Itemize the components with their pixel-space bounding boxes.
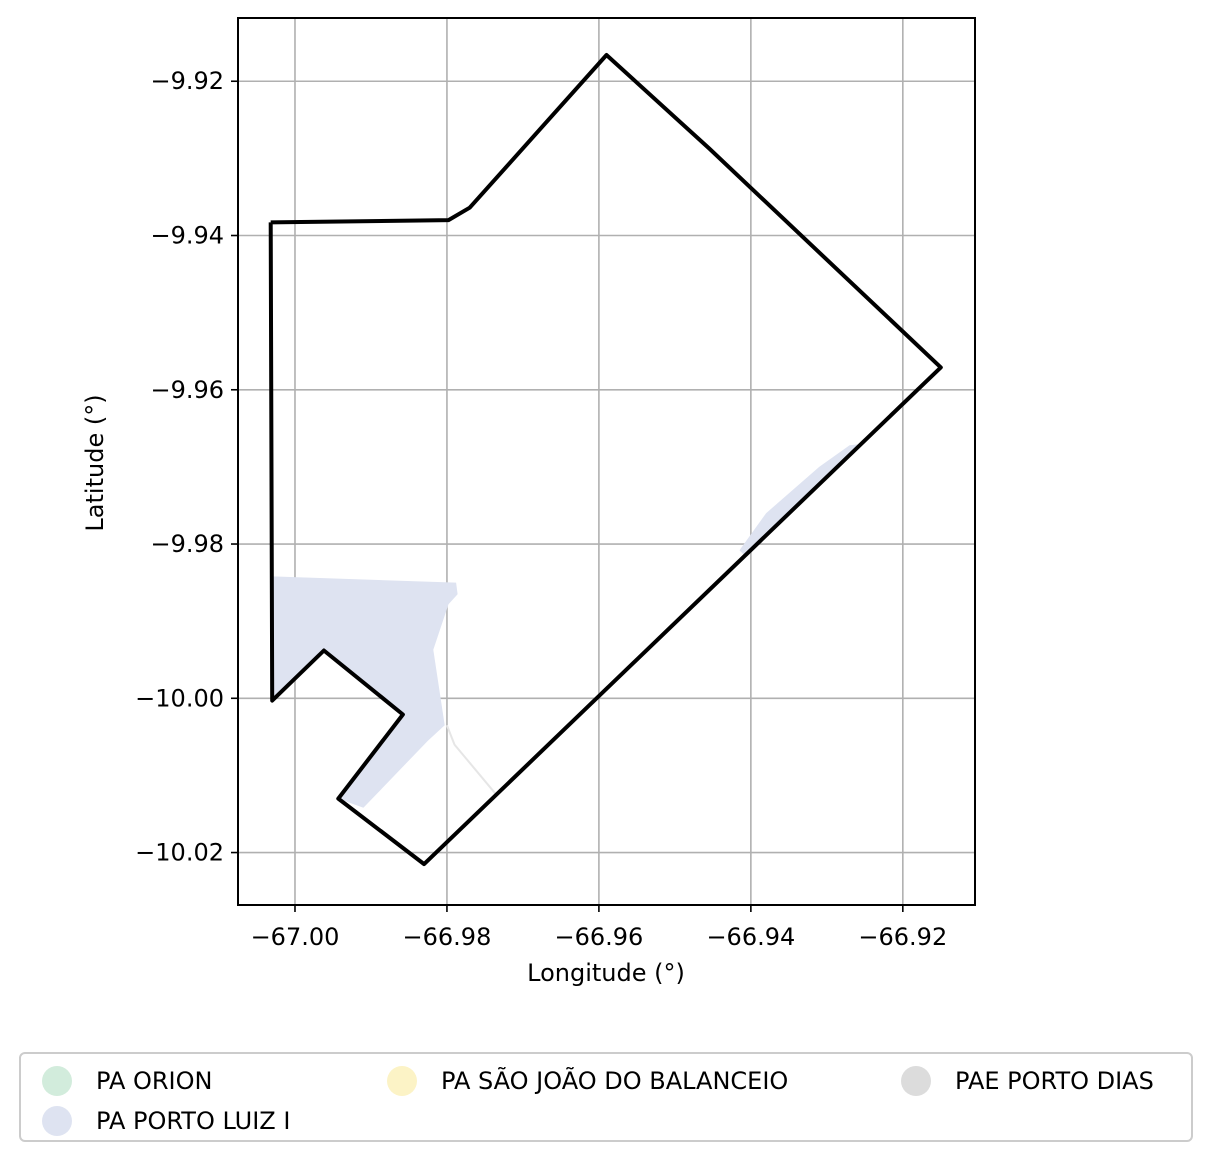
x-tick-label: −66.98 [403, 923, 492, 951]
y-tick-label: −9.92 [150, 67, 224, 95]
municipality-boundary [268, 53, 943, 867]
x-tick-label: −67.00 [251, 923, 340, 951]
y-axis-ticks: −9.92 −9.94 −9.96 −9.98 −10.00 −10.02 [135, 67, 238, 867]
settlement-regions [272, 443, 864, 808]
boundary-line [268, 53, 943, 867]
legend-label: PA ORION [96, 1067, 213, 1095]
legend-label: PA SÃO JOÃO DO BALANCEIO [441, 1067, 789, 1095]
x-axis-label: Longitude (°) [527, 959, 685, 987]
legend-item-pae-porto-dias: PAE PORTO DIAS [901, 1064, 1154, 1098]
legend-swatch [42, 1066, 72, 1096]
legend-label: PA PORTO LUIZ I [96, 1107, 291, 1135]
y-tick-label: −10.00 [135, 684, 224, 712]
faint-lines [445, 724, 498, 796]
y-tick-label: −9.98 [150, 530, 224, 558]
y-tick-label: −10.02 [135, 839, 224, 867]
plot-frame [237, 17, 976, 906]
faint-boundary-line [445, 724, 498, 796]
y-axis-label: Latitude (°) [81, 394, 109, 531]
x-axis-ticks: −67.00 −66.98 −66.96 −66.94 −66.92 [251, 905, 947, 951]
legend-label: PAE PORTO DIAS [955, 1067, 1154, 1095]
y-tick-label: −9.96 [150, 376, 224, 404]
region-polygon [272, 576, 458, 808]
legend-swatch [387, 1066, 417, 1096]
grid-lines [238, 18, 975, 905]
x-tick-label: −66.92 [858, 923, 947, 951]
legend: PA ORION PA PORTO LUIZ I PA SÃO JOÃO DO … [19, 1052, 1193, 1142]
legend-swatch [42, 1106, 72, 1136]
legend-item-pa-porto-luiz-i: PA PORTO LUIZ I [42, 1104, 290, 1138]
x-tick-label: −66.96 [554, 923, 643, 951]
x-tick-label: −66.94 [706, 923, 795, 951]
legend-swatch [901, 1066, 931, 1096]
map-figure: −67.00 −66.98 −66.96 −66.94 −66.92 −9.92−9.9… [81, 17, 976, 987]
y-tick-label: −9.94 [150, 222, 224, 250]
legend-item-pa-sao-joao-do-balanceio: PA SÃO JOÃO DO BALANCEIO [387, 1064, 788, 1098]
legend-item-pa-orion: PA ORION [42, 1064, 212, 1098]
